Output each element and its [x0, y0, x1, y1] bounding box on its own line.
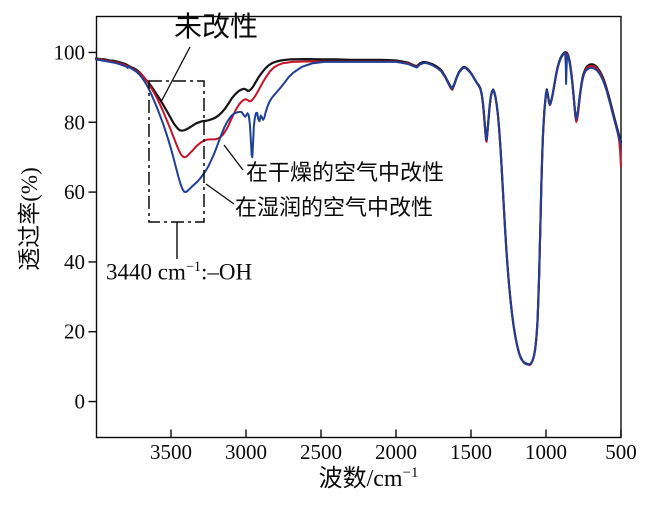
y-axis-title-text: 透过率(%) — [17, 167, 42, 271]
x-axis-ticks: 3500 3000 2500 2000 1500 1000 500 — [150, 429, 637, 464]
x-tick-label: 500 — [605, 440, 637, 464]
label-modified-dry-air: 在干燥的空气中改性 — [246, 161, 444, 184]
x-tick-label: 2500 — [300, 440, 342, 464]
label-oh-band: 3440 cm−1:–OH — [106, 260, 252, 285]
y-axis-title: 透过率(%) — [17, 134, 44, 304]
x-axis-title-text: 波数/cm — [318, 466, 403, 492]
curve-pointer-line-2 — [205, 183, 235, 205]
label-modified-humid-air: 在湿润的空气中改性 — [235, 196, 433, 219]
spectrum-curve-2 — [95, 51, 622, 366]
curve-pointer-line-0 — [160, 46, 191, 103]
x-tick-label: 3500 — [150, 440, 192, 464]
oh-band-group: :–OH — [201, 259, 253, 285]
oh-band-wavenumber: 3440 cm — [106, 259, 186, 285]
y-tick-label: 80 — [64, 110, 85, 134]
y-tick-label: 0 — [75, 390, 86, 414]
y-tick-label: 60 — [64, 180, 85, 204]
spectrum-curves — [94, 51, 623, 367]
label-modified-dry-air-text: 在干燥的空气中改性 — [246, 160, 445, 185]
x-tick-label: 1500 — [450, 440, 492, 464]
label-modified-humid-air-text: 在湿润的空气中改性 — [235, 195, 434, 220]
annotation-shapes — [148, 46, 244, 259]
y-axis-ticks: 100 80 60 40 20 0 — [54, 40, 97, 414]
y-tick-label: 20 — [64, 320, 85, 344]
x-axis-title: 波数/cm−1 — [96, 465, 641, 492]
curve-pointer-line-1 — [223, 144, 244, 171]
oh-band-box — [148, 80, 205, 223]
x-tick-label: 1000 — [525, 440, 567, 464]
y-tick-label: 100 — [54, 40, 86, 64]
label-unmodified: 未改性 — [174, 13, 258, 42]
x-tick-label: 2000 — [375, 440, 417, 464]
y-tick-label: 40 — [64, 250, 85, 274]
plot-frame — [95, 15, 622, 439]
x-axis-title-sup: −1 — [402, 465, 419, 481]
oh-band-sup: −1 — [185, 259, 202, 275]
label-unmodified-text: 未改性 — [174, 12, 259, 43]
x-tick-label: 3000 — [225, 440, 267, 464]
